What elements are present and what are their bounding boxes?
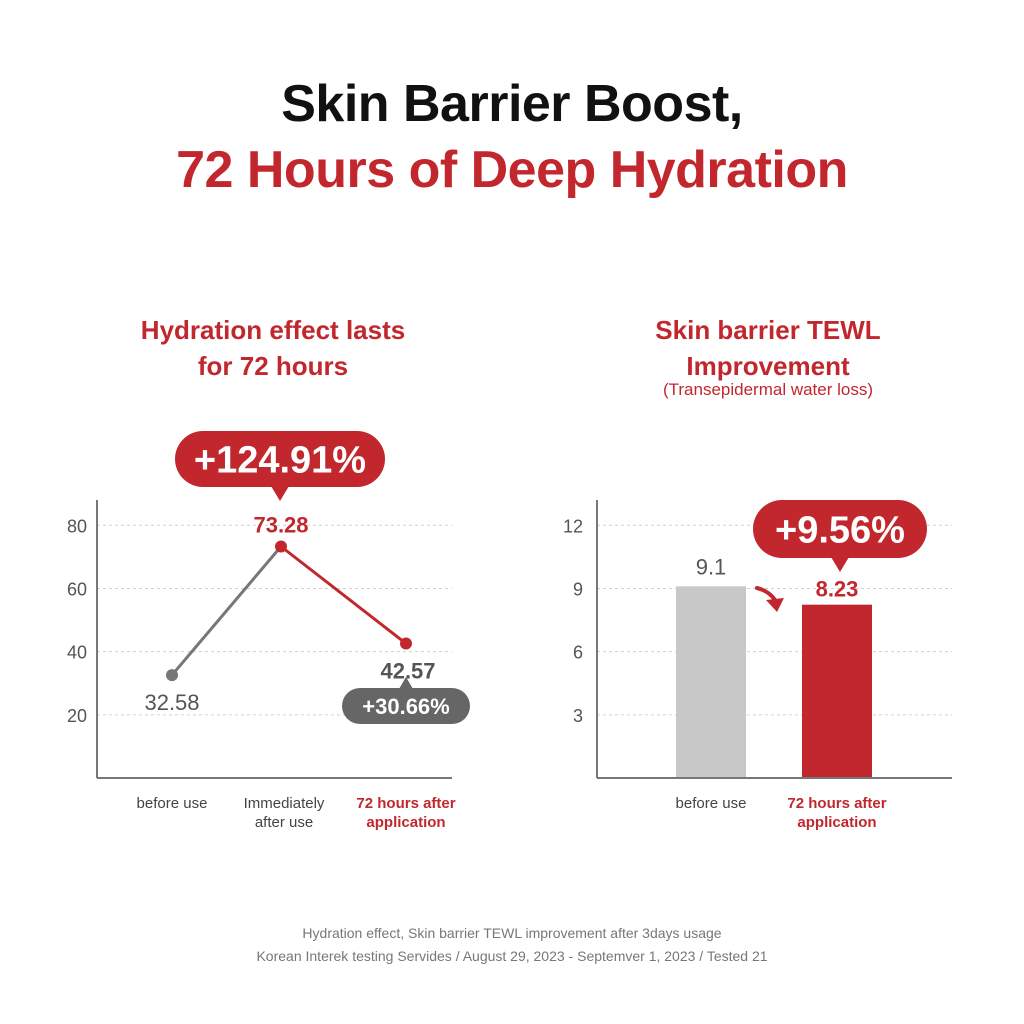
tewl-decrease-arrow-head [766,598,784,612]
hydration-chart-title-line-1: Hydration effect lasts [140,315,406,345]
hydration-increase-badge: +124.91% [175,431,385,501]
hydration-value-label-72h: 42.57 [380,659,435,684]
hydration-line-segment-gray [170,545,283,677]
hydration-category-label: 72 hours after [356,795,455,812]
hydration-line-segment-red [280,545,407,645]
headline-line-2: 72 Hours of Deep Hydration [176,141,848,199]
hydration-72h-badge: +30.66% [342,677,470,724]
hydration-increase-badge-bubble [175,431,385,487]
hydration-category-label: application [366,814,445,831]
tewl-y-tick-label: 9 [573,579,583,599]
hydration-72h-badge-pointer [399,677,413,689]
hydration-y-tick-label: 40 [67,643,87,663]
tewl-value-label-before: 9.1 [696,554,727,579]
hydration-value-label-immediately: 73.28 [253,513,308,538]
tewl-bar-before-use [676,586,746,778]
footnote-line-1: Hydration effect, Skin barrier TEWL impr… [302,925,722,941]
tewl-y-tick-label: 6 [573,643,583,663]
hydration-category-label: before use [137,795,208,812]
hydration-y-tick-label: 80 [67,516,87,536]
tewl-improvement-badge-pointer [831,557,849,572]
hydration-increase-badge-text: +124.91% [194,440,366,482]
hydration-point-before-use [166,669,178,682]
footnote-line-2: Korean Interek testing Servides / August… [256,948,768,964]
hydration-72h-badge-bubble [342,688,470,724]
hydration-y-tick-label: 20 [67,706,87,726]
tewl-decrease-arrow-curve [755,586,777,602]
tewl-chart-title-line-1: Skin barrier TEWL [655,315,881,345]
tewl-y-tick-label: 3 [573,706,583,726]
hydration-chart-title: Hydration effect lasts for 72 hours [100,312,446,384]
tewl-improvement-badge-bubble [753,500,927,558]
tewl-value-label-72h: 8.23 [816,577,859,602]
hydration-value-label-before: 32.58 [144,690,199,715]
hydration-point-immediately [275,540,287,553]
tewl-category-label: before use [676,795,747,812]
tewl-y-tick-label: 12 [563,516,583,536]
tewl-improvement-badge-text: +9.56% [775,510,905,552]
hydration-category-label: after use [255,814,313,831]
hydration-y-tick-label: 60 [67,579,87,599]
hydration-chart-title-line-2: for 72 hours [197,351,349,381]
tewl-chart-subtitle: (Transepidermal water loss) [662,380,874,399]
tewl-bar-72h [802,604,872,778]
tewl-improvement-badge: +9.56% [753,500,927,572]
tewl-category-label: 72 hours after [787,795,886,812]
tewl-category-label: application [797,814,876,831]
hydration-72h-badge-text: +30.66% [362,694,449,719]
tewl-chart-title-line-2: Improvement [686,351,850,381]
hydration-point-72h [400,637,412,650]
hydration-category-label: Immediately [244,795,325,812]
hydration-increase-badge-pointer [271,486,289,501]
tewl-chart-title: Skin barrier TEWL Improvement [590,312,946,384]
headline-line-1: Skin Barrier Boost, [281,75,743,133]
